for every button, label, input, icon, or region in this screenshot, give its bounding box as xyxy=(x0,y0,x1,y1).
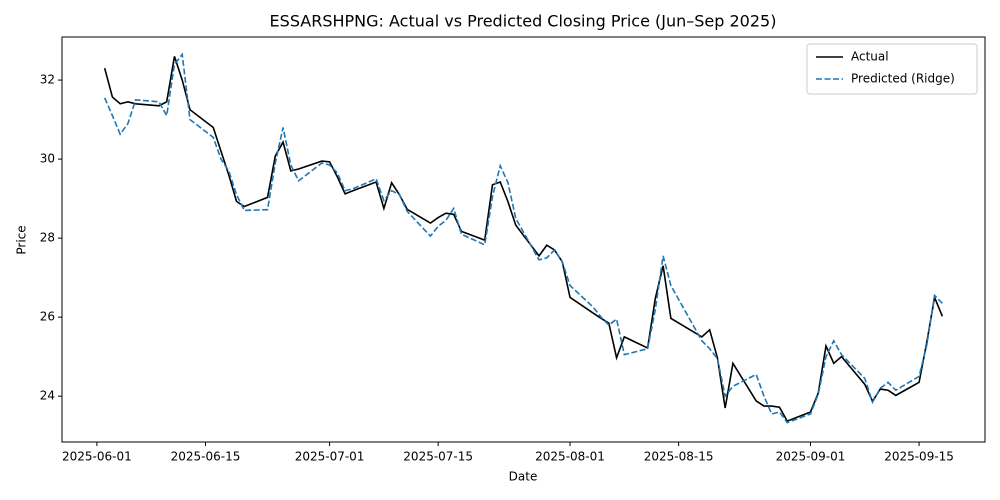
y-tick-label: 24 xyxy=(40,389,55,403)
plot-frame xyxy=(61,36,986,443)
y-axis-label: Price xyxy=(15,225,29,254)
x-tick-label: 2025-08-01 xyxy=(535,450,605,464)
y-tick-label: 32 xyxy=(40,73,55,87)
x-tick-label: 2025-09-01 xyxy=(776,450,846,464)
x-tick-label: 2025-06-15 xyxy=(171,450,241,464)
series-line xyxy=(103,56,944,423)
legend-label: Predicted (Ridge) xyxy=(851,72,955,86)
legend-label: Actual xyxy=(851,50,889,64)
x-tick-label: 2025-09-15 xyxy=(884,450,954,464)
series-line xyxy=(103,52,943,424)
y-tick-label: 30 xyxy=(40,152,55,166)
x-tick-label: 2025-07-01 xyxy=(295,450,365,464)
y-tick-label: 28 xyxy=(40,231,55,245)
x-tick-label: 2025-06-01 xyxy=(62,450,132,464)
legend-box xyxy=(806,43,978,95)
x-axis-label: Date xyxy=(509,470,538,484)
x-tick-label: 2025-07-15 xyxy=(403,450,473,464)
y-tick-label: 26 xyxy=(40,310,55,324)
chart-title: ESSARSHPNG: Actual vs Predicted Closing … xyxy=(270,12,777,31)
x-tick-label: 2025-08-15 xyxy=(644,450,714,464)
